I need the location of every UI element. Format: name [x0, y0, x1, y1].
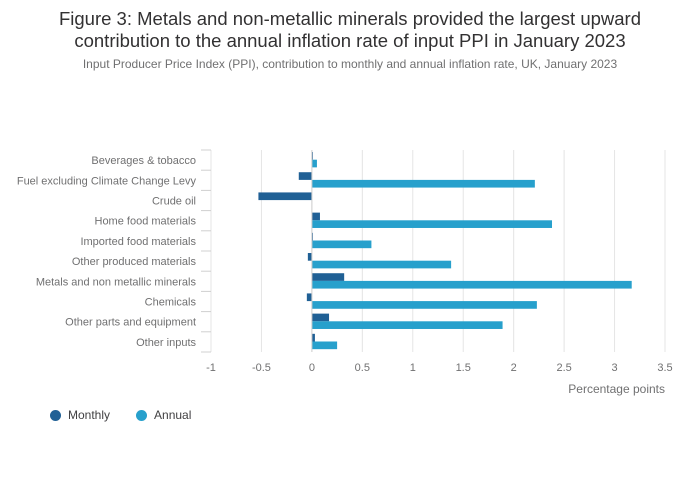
legend-marker-monthly	[50, 409, 61, 421]
chart-title-line-1: Figure 3: Metals and non-metallic minera…	[58, 8, 641, 29]
legend-item-annual[interactable]: Annual	[136, 408, 191, 422]
x-axis-title: Percentage points	[568, 382, 665, 396]
x-tick-label: 0.5	[355, 362, 370, 374]
bar-annual	[311, 341, 338, 350]
category-label: Home food materials	[95, 216, 197, 228]
legend-label-annual: Annual	[154, 408, 192, 422]
category-label: Imported food materials	[80, 236, 196, 248]
bar-monthly	[307, 253, 312, 261]
bar-annual	[311, 301, 537, 309]
bar-monthly	[311, 273, 345, 281]
category-label: Other inputs	[136, 337, 196, 349]
x-tick-label: 3.5	[657, 362, 672, 374]
x-tick-label: 2	[511, 362, 517, 374]
category-label: Other parts and equipment	[65, 317, 196, 329]
x-tick-label: 2.5	[556, 362, 571, 374]
bar-monthly	[311, 232, 313, 241]
bar-annual	[311, 159, 317, 168]
bar-monthly	[298, 172, 312, 180]
bar-monthly	[258, 192, 312, 201]
x-tick-label: 1.5	[456, 362, 471, 374]
chart-title: Figure 3: Metals and non-metallic minera…	[0, 8, 700, 52]
bar-monthly	[311, 152, 313, 160]
chart-title-line-2: contribution to the annual inflation rat…	[74, 30, 626, 51]
legend-label-monthly: Monthly	[68, 408, 111, 422]
category-label: Other produced materials	[72, 256, 197, 268]
category-label: Chemicals	[145, 297, 197, 309]
bar-annual	[311, 220, 553, 228]
bar-annual	[311, 179, 535, 188]
category-label: Metals and non metallic minerals	[36, 276, 197, 288]
category-label: Crude oil	[152, 196, 196, 208]
legend: Monthly Annual	[50, 408, 217, 422]
bar-monthly	[311, 333, 315, 342]
bar-annual	[311, 280, 632, 289]
bar-annual	[311, 321, 503, 329]
x-tick-label: 3	[611, 362, 617, 374]
x-tick-label: -0.5	[252, 362, 271, 374]
legend-marker-annual	[136, 409, 148, 421]
bar-monthly	[306, 293, 312, 302]
category-label: Fuel excluding Climate Change Levy	[17, 175, 197, 187]
x-tick-label: -1	[206, 362, 216, 374]
bar-monthly	[311, 212, 320, 221]
x-tick-label: 0	[309, 362, 315, 374]
legend-item-monthly[interactable]: Monthly	[50, 408, 110, 422]
chart-subtitle: Input Producer Price Index (PPI), contri…	[82, 57, 618, 71]
bar-annual	[311, 260, 452, 269]
bar-monthly	[311, 313, 330, 322]
category-label: Beverages & tobacco	[91, 155, 196, 167]
x-tick-label: 1	[410, 362, 416, 374]
bar-annual	[311, 240, 372, 249]
